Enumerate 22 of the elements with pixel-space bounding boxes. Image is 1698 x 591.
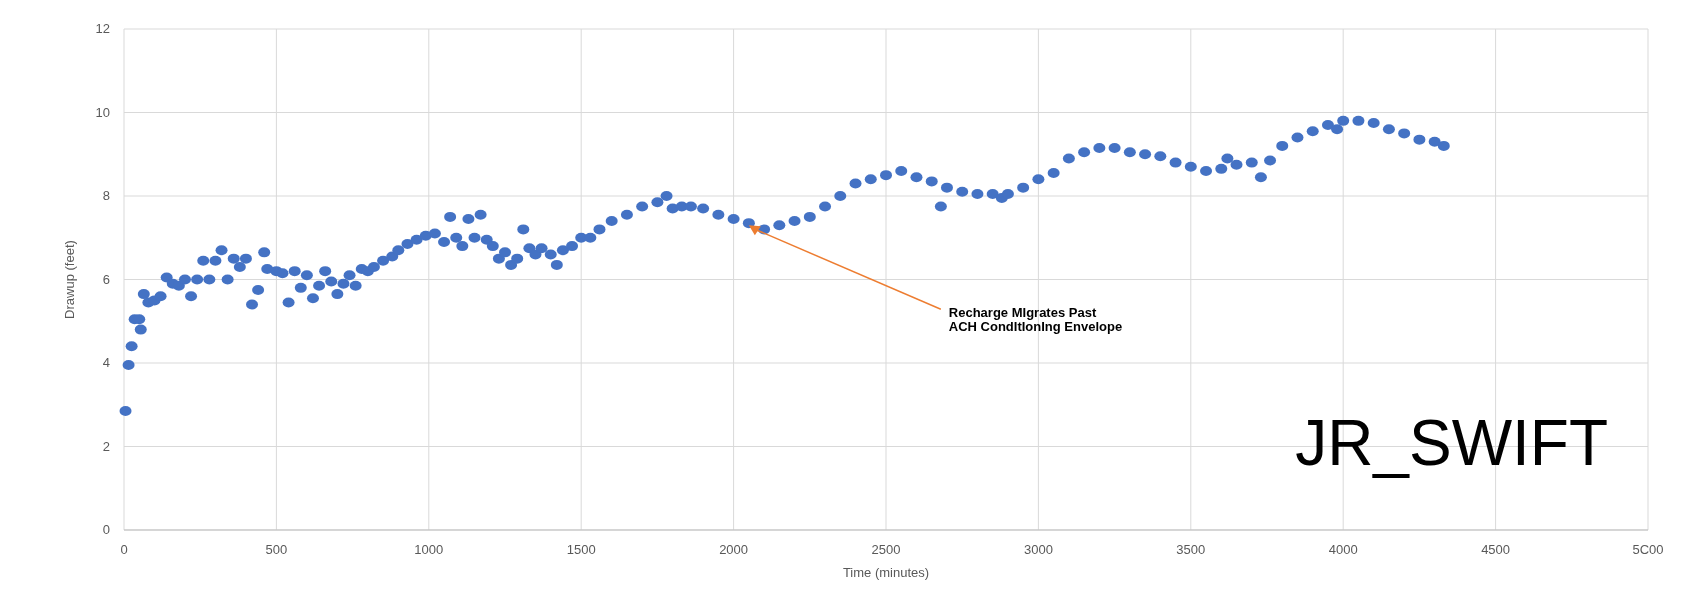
y-tick-label: 6 — [102, 271, 110, 287]
x-tick-label: 3000 — [1023, 542, 1053, 557]
x-tick-label: 1000 — [414, 542, 444, 557]
x-tick-label: 4500 — [1481, 542, 1511, 557]
y-tick-label: 0 — [102, 522, 110, 537]
annotation: JR_SWIFT — [1295, 407, 1608, 480]
y-tick-label: 10 — [95, 104, 110, 120]
x-tick-label: 2500 — [871, 542, 901, 557]
y-axis-title: Drawup (feet) — [62, 240, 77, 319]
x-tick-label: 5C00 — [1632, 542, 1664, 557]
annotation: Recharge MIgrates Past ACH CondItIonIng Envelope — [948, 305, 1123, 335]
x-tick-label: 1500 — [566, 542, 596, 557]
y-tick-label: 12 — [95, 21, 110, 36]
y-tick-label: 8 — [102, 188, 110, 203]
x-axis-title: Time (minutes) — [842, 565, 930, 580]
x-tick-label: 4000 — [1328, 542, 1358, 557]
x-tick-label: 0 — [120, 542, 128, 557]
x-tick-label: 2000 — [719, 542, 749, 557]
x-tick-label: 500 — [265, 542, 288, 557]
y-tick-label: 2 — [102, 438, 110, 454]
x-tick-label: 3500 — [1176, 542, 1206, 557]
y-tick-label: 4 — [102, 355, 110, 370]
